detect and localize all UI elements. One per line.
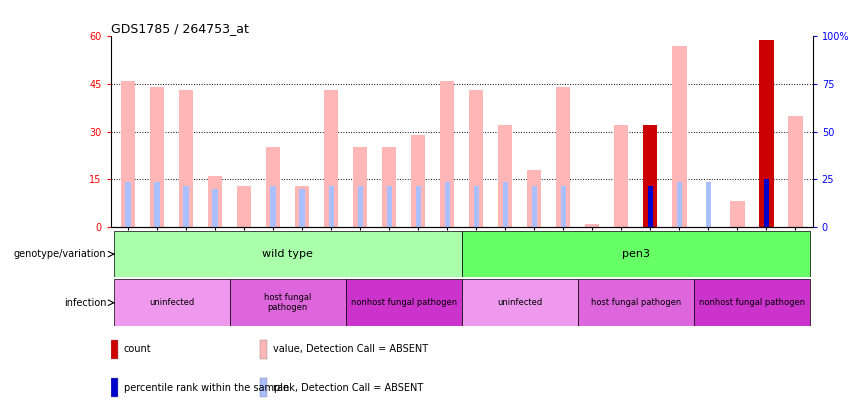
Bar	[346, 279, 461, 326]
Bar	[677, 182, 682, 227]
Bar	[208, 176, 222, 227]
Bar	[230, 279, 346, 326]
Bar	[113, 231, 461, 277]
Bar	[694, 279, 810, 326]
Bar	[111, 378, 117, 397]
Bar	[503, 182, 508, 227]
Bar	[154, 182, 160, 227]
Bar	[440, 81, 454, 227]
Bar	[411, 135, 426, 227]
Bar	[121, 81, 135, 227]
Bar	[527, 170, 541, 227]
Bar	[113, 279, 230, 326]
Bar	[260, 378, 266, 397]
Bar	[294, 185, 310, 227]
Bar	[730, 201, 745, 227]
Bar	[179, 90, 193, 227]
Text: value, Detection Call = ABSENT: value, Detection Call = ABSENT	[272, 344, 428, 354]
Text: infection: infection	[64, 298, 106, 308]
Bar	[473, 185, 479, 227]
Text: uninfected: uninfected	[497, 298, 542, 307]
Bar	[648, 185, 653, 227]
Text: wild type: wild type	[262, 249, 313, 259]
Text: pen3: pen3	[622, 249, 649, 259]
Bar	[561, 185, 566, 227]
Bar	[353, 147, 368, 227]
Bar	[788, 116, 802, 227]
Bar	[386, 185, 391, 227]
Bar	[556, 87, 570, 227]
Text: genotype/variation: genotype/variation	[14, 249, 106, 259]
Bar	[357, 185, 363, 227]
Bar	[585, 224, 599, 227]
Bar	[763, 179, 769, 227]
Text: nonhost fungal pathogen: nonhost fungal pathogen	[699, 298, 805, 307]
Text: host fungal pathogen: host fungal pathogen	[591, 298, 681, 307]
Text: count: count	[123, 344, 151, 354]
Bar	[125, 182, 131, 227]
Text: rank, Detection Call = ABSENT: rank, Detection Call = ABSENT	[272, 383, 423, 393]
Bar	[237, 185, 251, 227]
Text: percentile rank within the sample: percentile rank within the sample	[123, 383, 288, 393]
Bar	[324, 90, 339, 227]
Text: host fungal
pathogen: host fungal pathogen	[264, 293, 311, 312]
Bar	[578, 279, 694, 326]
Bar	[672, 46, 687, 227]
Bar	[328, 185, 334, 227]
Bar	[415, 185, 420, 227]
Bar	[382, 147, 397, 227]
Bar	[705, 182, 711, 227]
Bar	[498, 125, 512, 227]
Bar	[643, 125, 658, 227]
Bar	[213, 189, 218, 227]
Text: GDS1785 / 264753_at: GDS1785 / 264753_at	[111, 22, 248, 35]
Bar	[532, 185, 537, 227]
Bar	[614, 125, 629, 227]
Bar	[759, 40, 774, 227]
Bar	[444, 182, 450, 227]
Bar	[461, 231, 810, 277]
Bar	[469, 90, 483, 227]
Bar	[271, 185, 276, 227]
Text: uninfected: uninfected	[149, 298, 194, 307]
Bar	[184, 185, 189, 227]
Bar	[150, 87, 164, 227]
Text: nonhost fungal pathogen: nonhost fungal pathogen	[351, 298, 457, 307]
Bar	[763, 179, 769, 227]
Bar	[461, 279, 578, 326]
Bar	[111, 339, 117, 359]
Bar	[266, 147, 280, 227]
Bar	[260, 339, 266, 359]
Bar	[300, 189, 305, 227]
